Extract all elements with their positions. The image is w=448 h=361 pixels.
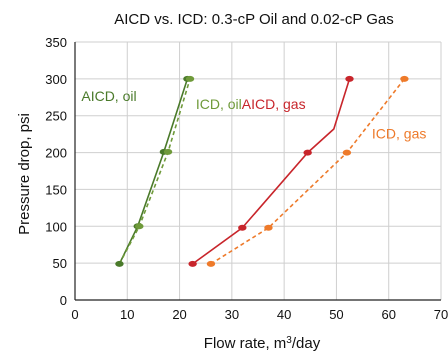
- x-tick-label: 0: [71, 307, 78, 322]
- x-tick-label: 20: [172, 307, 186, 322]
- data-point-marker: [264, 224, 273, 231]
- data-point-marker: [238, 224, 247, 231]
- series-line-3: [210, 78, 406, 265]
- data-point-marker: [342, 149, 352, 156]
- data-point-marker: [400, 75, 409, 82]
- x-axis-label-sup: 3: [286, 335, 292, 346]
- y-tick-label: 350: [45, 35, 67, 50]
- x-tick-label: 50: [329, 307, 343, 322]
- x-tick-label: 70: [434, 307, 448, 322]
- y-tick-label: 100: [45, 219, 67, 234]
- data-point-marker: [185, 75, 195, 82]
- x-tick-label: 10: [120, 307, 134, 322]
- x-tick-label: 30: [225, 307, 239, 322]
- series-labels: AICD, oil ICD, oil AICD, gas ICD, gas: [81, 88, 426, 142]
- axes: 0 10 20 30 40 50 60 70 0 50 100 150 200 250 300 350: [45, 35, 448, 322]
- x-tick-label: 40: [277, 307, 291, 322]
- grid: [74, 41, 442, 301]
- series-label: AICD, oil: [81, 88, 136, 104]
- series-markers: [115, 75, 409, 267]
- x-axis-label-main: Flow rate, m: [204, 335, 287, 352]
- data-point-marker: [163, 148, 173, 155]
- data-point-marker: [303, 149, 312, 156]
- series-line-0: [118, 78, 189, 265]
- data-point-marker: [188, 260, 197, 267]
- y-tick-label: 0: [60, 293, 67, 308]
- series-line-1: [118, 78, 191, 265]
- y-tick-label: 50: [53, 256, 67, 271]
- series-label: AICD, gas: [242, 96, 306, 112]
- y-tick-label: 200: [45, 146, 67, 161]
- chart-title: AICD vs. ICD: 0.3-cP Oil and 0.02-cP Gas: [114, 11, 394, 28]
- data-point-marker: [135, 223, 144, 230]
- data-point-marker: [115, 260, 124, 267]
- x-axis-label-suffix: /day: [292, 335, 321, 352]
- y-tick-label: 300: [45, 72, 67, 87]
- y-tick-label: 150: [45, 182, 67, 197]
- y-tick-label: 250: [45, 109, 67, 124]
- series-label: ICD, oil: [196, 96, 242, 112]
- data-point-marker: [206, 260, 216, 267]
- x-axis-label: Flow rate, m3/day: [204, 335, 321, 353]
- series-label: ICD, gas: [372, 126, 426, 142]
- data-point-marker: [345, 75, 354, 82]
- x-tick-label: 60: [381, 307, 395, 322]
- y-axis-label: Pressure drop, psi: [16, 113, 33, 235]
